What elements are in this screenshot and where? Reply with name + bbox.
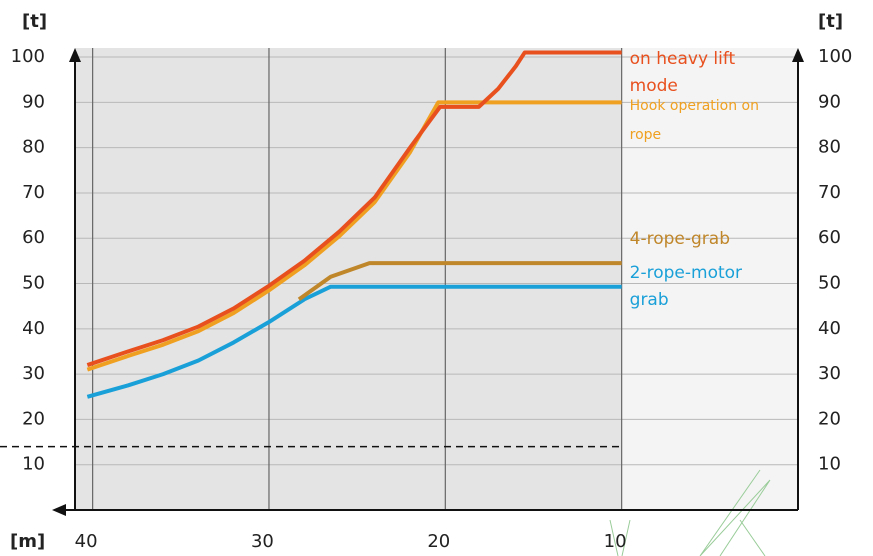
y2-tick-label: 100 (818, 46, 852, 67)
x-tick-label: 20 (427, 531, 450, 552)
y-tick-label: 80 (22, 137, 45, 158)
legend-label: Hook operation on rope (629, 98, 759, 143)
y-axis-arrow (69, 48, 81, 62)
plot-background (75, 48, 798, 510)
series-line (297, 261, 622, 302)
y-axis-label: [t] (22, 11, 47, 32)
y-tick-label: 60 (22, 227, 45, 248)
x-axis-label: [m] (10, 531, 45, 552)
y-tick-label: 90 (22, 91, 45, 112)
legend-label: 4-rope-grab (629, 229, 730, 249)
plot-area-light (621, 48, 798, 510)
y-tick-label: 20 (22, 408, 45, 429)
y2-tick-label: 90 (818, 91, 841, 112)
x-axis-arrow (52, 504, 66, 516)
x-tick-label: 30 (251, 531, 274, 552)
x-tick-label: 10 (604, 531, 627, 552)
y2-axis-label: [t] (818, 11, 843, 32)
y2-tick-label: 40 (818, 318, 841, 339)
y-tick-label: 40 (22, 318, 45, 339)
y-tick-label: 100 (11, 46, 45, 67)
y-tick-label: 50 (22, 273, 45, 294)
plot-area-dark (75, 48, 622, 510)
y2-tick-label: 30 (818, 363, 841, 384)
x-tick-label: 40 (75, 531, 98, 552)
legend-label: on heavy lift mode (629, 49, 736, 96)
y-tick-label: 70 (22, 182, 45, 203)
y2-tick-label: 60 (818, 227, 841, 248)
series-line (86, 50, 622, 367)
y2-tick-label: 80 (818, 137, 841, 158)
y2-axis-arrow (792, 48, 804, 62)
legend-label: 2-rope-motor grab (629, 263, 743, 310)
y-tick-label: 30 (22, 363, 45, 384)
y2-tick-label: 20 (818, 408, 841, 429)
y2-tick-label: 70 (818, 182, 841, 203)
y2-tick-label: 10 (818, 454, 841, 475)
y-tick-label: 10 (22, 454, 45, 475)
crane-sketch (609, 469, 771, 556)
y2-tick-label: 50 (818, 273, 841, 294)
series-line (86, 284, 622, 399)
